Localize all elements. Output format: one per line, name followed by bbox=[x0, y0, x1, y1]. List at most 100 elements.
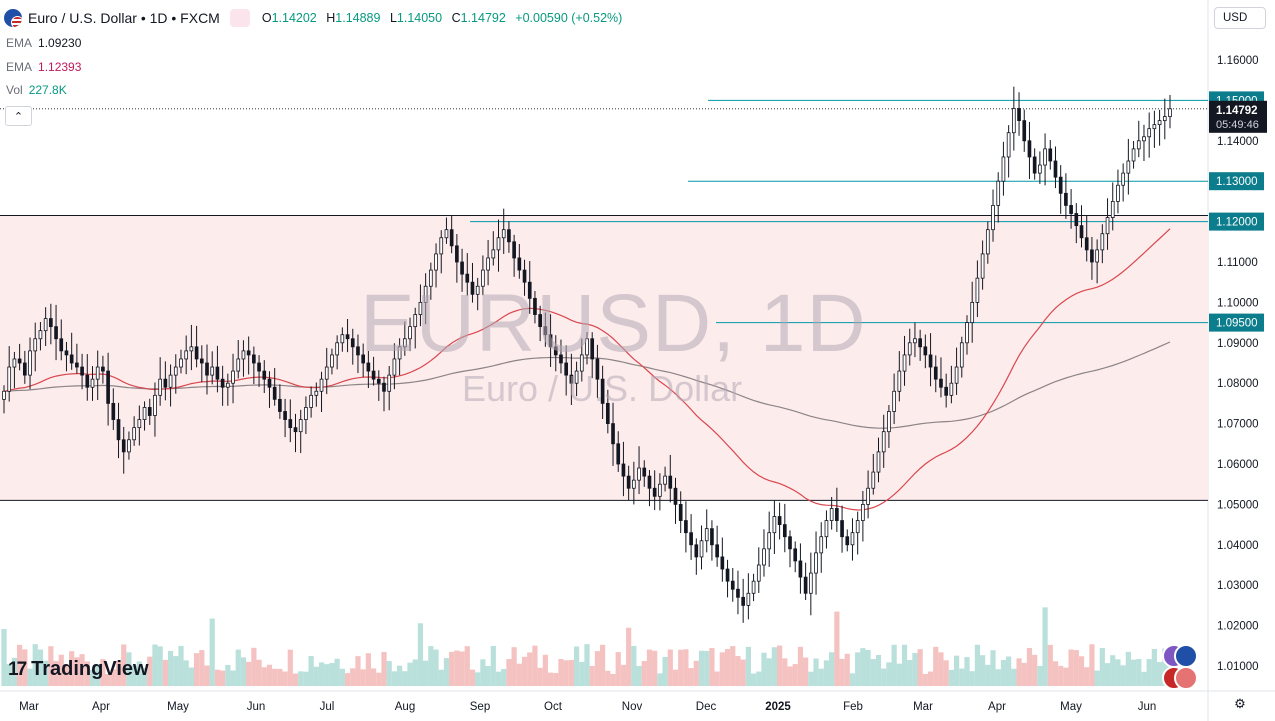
candle-body bbox=[376, 378, 381, 384]
indicator-ema-2[interactable]: EMA 1.12393 bbox=[6, 60, 81, 74]
candle-body bbox=[246, 350, 251, 356]
candle-body bbox=[1100, 233, 1105, 251]
candle-body bbox=[819, 536, 824, 554]
candle-body bbox=[1006, 132, 1011, 158]
volume-bar bbox=[1099, 648, 1105, 686]
candle-body bbox=[501, 229, 506, 239]
candle-body bbox=[533, 297, 537, 315]
candle-body bbox=[1162, 116, 1167, 121]
candle-body bbox=[1105, 217, 1110, 235]
time-tick-label: Nov bbox=[622, 701, 643, 713]
economic-events-icon[interactable] bbox=[1160, 644, 1198, 690]
volume-bar bbox=[688, 668, 694, 686]
volume-bar bbox=[272, 668, 278, 686]
volume-bar bbox=[501, 669, 507, 686]
volume-bar bbox=[469, 669, 476, 686]
candle-body bbox=[340, 334, 345, 344]
volume-bar bbox=[990, 650, 996, 686]
volume-bar bbox=[771, 647, 777, 686]
candle-body bbox=[153, 394, 157, 416]
volume-bar bbox=[844, 653, 850, 686]
candle-body bbox=[512, 241, 516, 259]
volume-bar bbox=[1151, 648, 1157, 686]
candle-body bbox=[470, 281, 475, 295]
time-tick-label: Apr bbox=[92, 701, 110, 713]
volume-bar bbox=[443, 658, 450, 686]
candle-body bbox=[225, 382, 230, 388]
candle-body bbox=[361, 354, 366, 364]
candle-body bbox=[553, 346, 558, 356]
candle-body bbox=[1131, 148, 1136, 162]
time-axis[interactable]: Mar Apr May Jun Jul Aug Sep Oct Nov Dec 2025 Feb Mar… bbox=[19, 701, 1156, 713]
volume-bar bbox=[6, 664, 12, 686]
candle-body bbox=[1027, 140, 1032, 158]
market-status-icon[interactable] bbox=[229, 9, 250, 27]
volume-bar bbox=[157, 646, 163, 686]
settings-gear-icon[interactable]: ⚙ bbox=[1234, 696, 1246, 711]
volume-bar bbox=[641, 661, 647, 686]
indicator-volume[interactable]: Vol 227.8K bbox=[6, 83, 67, 97]
candle-body bbox=[1058, 176, 1063, 194]
last-price-countdown: 05:49:46 bbox=[1216, 119, 1259, 131]
horizontal-levels[interactable]: 1.150001.130001.120001.095001.1479205:49… bbox=[0, 91, 1267, 332]
candle-body bbox=[730, 580, 735, 590]
candle-body bbox=[429, 269, 433, 287]
candle-body bbox=[288, 419, 293, 429]
volume-bar bbox=[735, 655, 741, 686]
candle-body bbox=[33, 338, 38, 352]
volume-bar bbox=[240, 657, 247, 686]
candle-body bbox=[668, 475, 673, 489]
candle-body bbox=[43, 318, 48, 332]
candle-body bbox=[2, 390, 6, 400]
level-label: 1.13000 bbox=[1216, 176, 1258, 188]
watermark-symbol: EURUSD, 1D bbox=[360, 278, 867, 369]
volume-bar bbox=[329, 662, 335, 686]
volume-bar bbox=[22, 649, 28, 686]
volume-bar bbox=[563, 660, 569, 686]
volume-bar bbox=[433, 649, 439, 686]
candle-body bbox=[788, 536, 792, 550]
price-tick-label: 1.01000 bbox=[1217, 661, 1259, 673]
volume-bar bbox=[558, 659, 564, 686]
volume-bar bbox=[589, 665, 595, 686]
candle-body bbox=[939, 378, 943, 388]
price-tick-label: 1.02000 bbox=[1217, 621, 1259, 633]
candle-body bbox=[1116, 184, 1120, 202]
price-axis[interactable]: 1.16000 1.14000 1.11000 1.10000 1.09000 1.080… bbox=[1217, 55, 1259, 673]
currency-selector[interactable]: USD bbox=[1214, 7, 1266, 29]
volume-bar bbox=[167, 650, 174, 686]
volume-bar bbox=[334, 658, 340, 686]
candle-body bbox=[210, 366, 215, 376]
indicator-ema-1[interactable]: EMA 1.09230 bbox=[6, 36, 81, 50]
volume-bar bbox=[901, 644, 908, 686]
volume-bar bbox=[511, 647, 517, 686]
volume-bar bbox=[402, 671, 408, 686]
candle-body bbox=[793, 548, 798, 562]
candle-body bbox=[897, 370, 902, 392]
volume-bar bbox=[370, 668, 377, 686]
candle-body bbox=[1168, 108, 1172, 117]
collapse-indicators-button[interactable]: ⌃ bbox=[5, 106, 32, 126]
low-key: L bbox=[389, 11, 397, 25]
candle-body bbox=[111, 402, 116, 420]
level-label: 1.12000 bbox=[1216, 217, 1258, 229]
time-tick-label: Sep bbox=[470, 701, 490, 713]
volume-bar bbox=[230, 670, 236, 686]
price-tick-label: 1.07000 bbox=[1217, 419, 1259, 431]
symbol-title[interactable]: Euro / U.S. Dollar • 1D • FXCM bbox=[28, 10, 220, 26]
volume-bar bbox=[423, 660, 429, 686]
volume-bar bbox=[1037, 665, 1043, 686]
volume-bar bbox=[183, 660, 189, 686]
candle-body bbox=[449, 229, 454, 247]
volume-bar bbox=[626, 627, 632, 686]
candle-body bbox=[465, 273, 470, 283]
volume-bar bbox=[672, 669, 679, 686]
volume-bar bbox=[69, 651, 75, 686]
volume-bar bbox=[808, 671, 814, 686]
candle-body bbox=[673, 487, 678, 505]
volume-bar bbox=[584, 644, 590, 686]
candle-body bbox=[132, 427, 136, 441]
candle-body bbox=[543, 326, 548, 336]
volume-bar bbox=[750, 673, 757, 686]
